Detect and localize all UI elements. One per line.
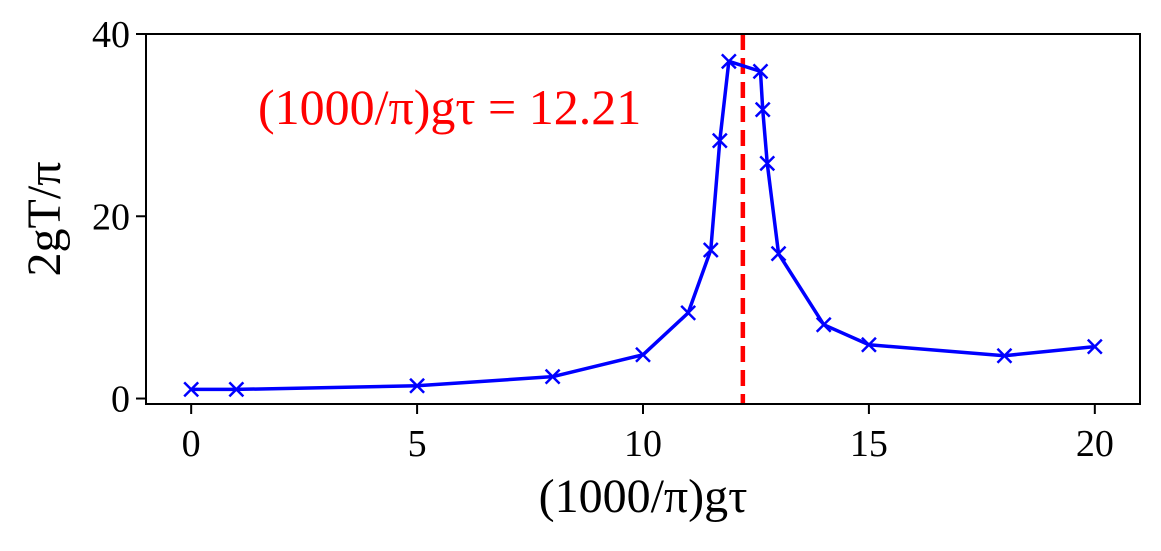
- data-point-marker: [635, 346, 651, 363]
- data-point-marker: [754, 101, 771, 118]
- y-tick-label: 20: [92, 196, 130, 238]
- data-point-marker: [770, 245, 787, 262]
- plot-frame: [145, 33, 1141, 405]
- x-tick-label: 15: [850, 423, 888, 465]
- x-axis-label: (1000/π)gτ: [539, 470, 748, 523]
- data-point-marker: [680, 304, 697, 321]
- data-point-marker: [815, 316, 832, 333]
- y-tick-label: 0: [111, 379, 130, 421]
- data-point-marker: [544, 368, 561, 385]
- x-tick-label: 10: [624, 423, 662, 465]
- data-point-marker: [183, 381, 200, 398]
- data-point-marker: [759, 155, 776, 172]
- data-point-marker: [711, 132, 728, 149]
- x-tick-label: 20: [1076, 423, 1114, 465]
- axes: 0 5 10 15 20 0 20 40: [92, 14, 1114, 465]
- data-point-marker: [409, 377, 425, 394]
- data-point-marker: [702, 242, 719, 258]
- data-point-marker: [861, 336, 877, 353]
- plot-area: [183, 34, 1103, 404]
- annotation-label: (1000/π)gτ = 12.21: [258, 79, 641, 135]
- data-point-marker: [752, 63, 769, 80]
- x-tick-label: 0: [182, 423, 201, 465]
- y-tick-label: 40: [92, 14, 130, 56]
- x-tick-label: 5: [408, 423, 427, 465]
- y-axis-label: 2gT/π: [18, 162, 71, 277]
- data-point-marker: [996, 347, 1013, 364]
- data-point-marker: [1086, 338, 1103, 355]
- data-point-marker: [228, 381, 245, 398]
- data-point-marker: [720, 53, 737, 70]
